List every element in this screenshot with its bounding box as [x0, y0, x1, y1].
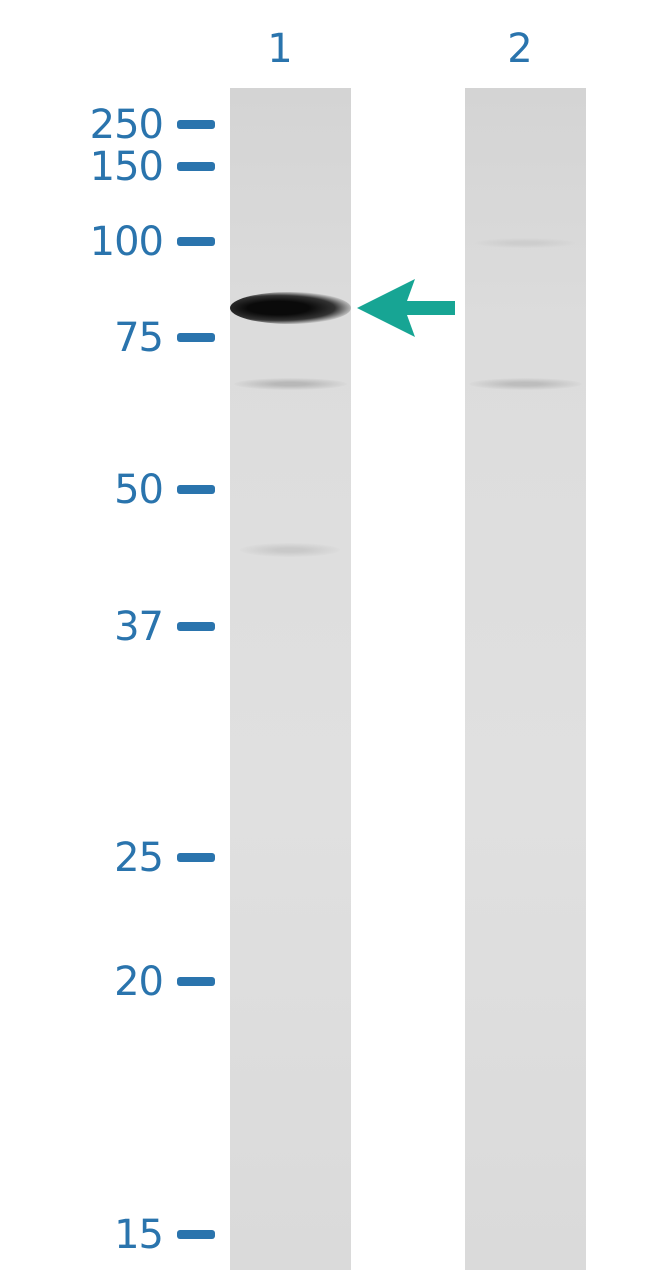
faint-band: [240, 543, 340, 557]
lane-2: [465, 88, 586, 1270]
lane-label-1: 1: [267, 26, 293, 72]
marker-100: 100: [0, 222, 215, 262]
marker-label: 15: [114, 1212, 164, 1258]
lane-1: [230, 88, 351, 1270]
marker-label: 25: [114, 835, 164, 881]
faint-band: [475, 238, 575, 248]
marker-tick: [177, 485, 215, 494]
faint-band: [234, 378, 347, 390]
marker-tick: [177, 333, 215, 342]
marker-label: 75: [114, 315, 164, 361]
marker-tick: [177, 237, 215, 246]
marker-label: 37: [114, 604, 164, 650]
marker-25: 25: [0, 838, 215, 878]
marker-75: 75: [0, 318, 215, 358]
lane-label-2: 2: [507, 26, 533, 72]
arrow-left-icon: [357, 279, 455, 337]
marker-tick: [177, 977, 215, 986]
marker-label: 50: [114, 467, 164, 513]
marker-150: 150: [0, 147, 215, 187]
marker-label: 150: [89, 144, 164, 190]
marker-tick: [177, 853, 215, 862]
marker-label: 100: [89, 219, 164, 265]
marker-20: 20: [0, 962, 215, 1002]
marker-15: 15: [0, 1215, 215, 1255]
marker-label: 20: [114, 959, 164, 1005]
marker-tick: [177, 1230, 215, 1239]
marker-tick: [177, 162, 215, 171]
marker-tick: [177, 120, 215, 129]
marker-50: 50: [0, 470, 215, 510]
marker-37: 37: [0, 607, 215, 647]
faint-band: [469, 378, 582, 390]
marker-tick: [177, 622, 215, 631]
marker-label: 250: [89, 102, 164, 148]
main-band: [230, 292, 351, 324]
marker-250: 250: [0, 105, 215, 145]
